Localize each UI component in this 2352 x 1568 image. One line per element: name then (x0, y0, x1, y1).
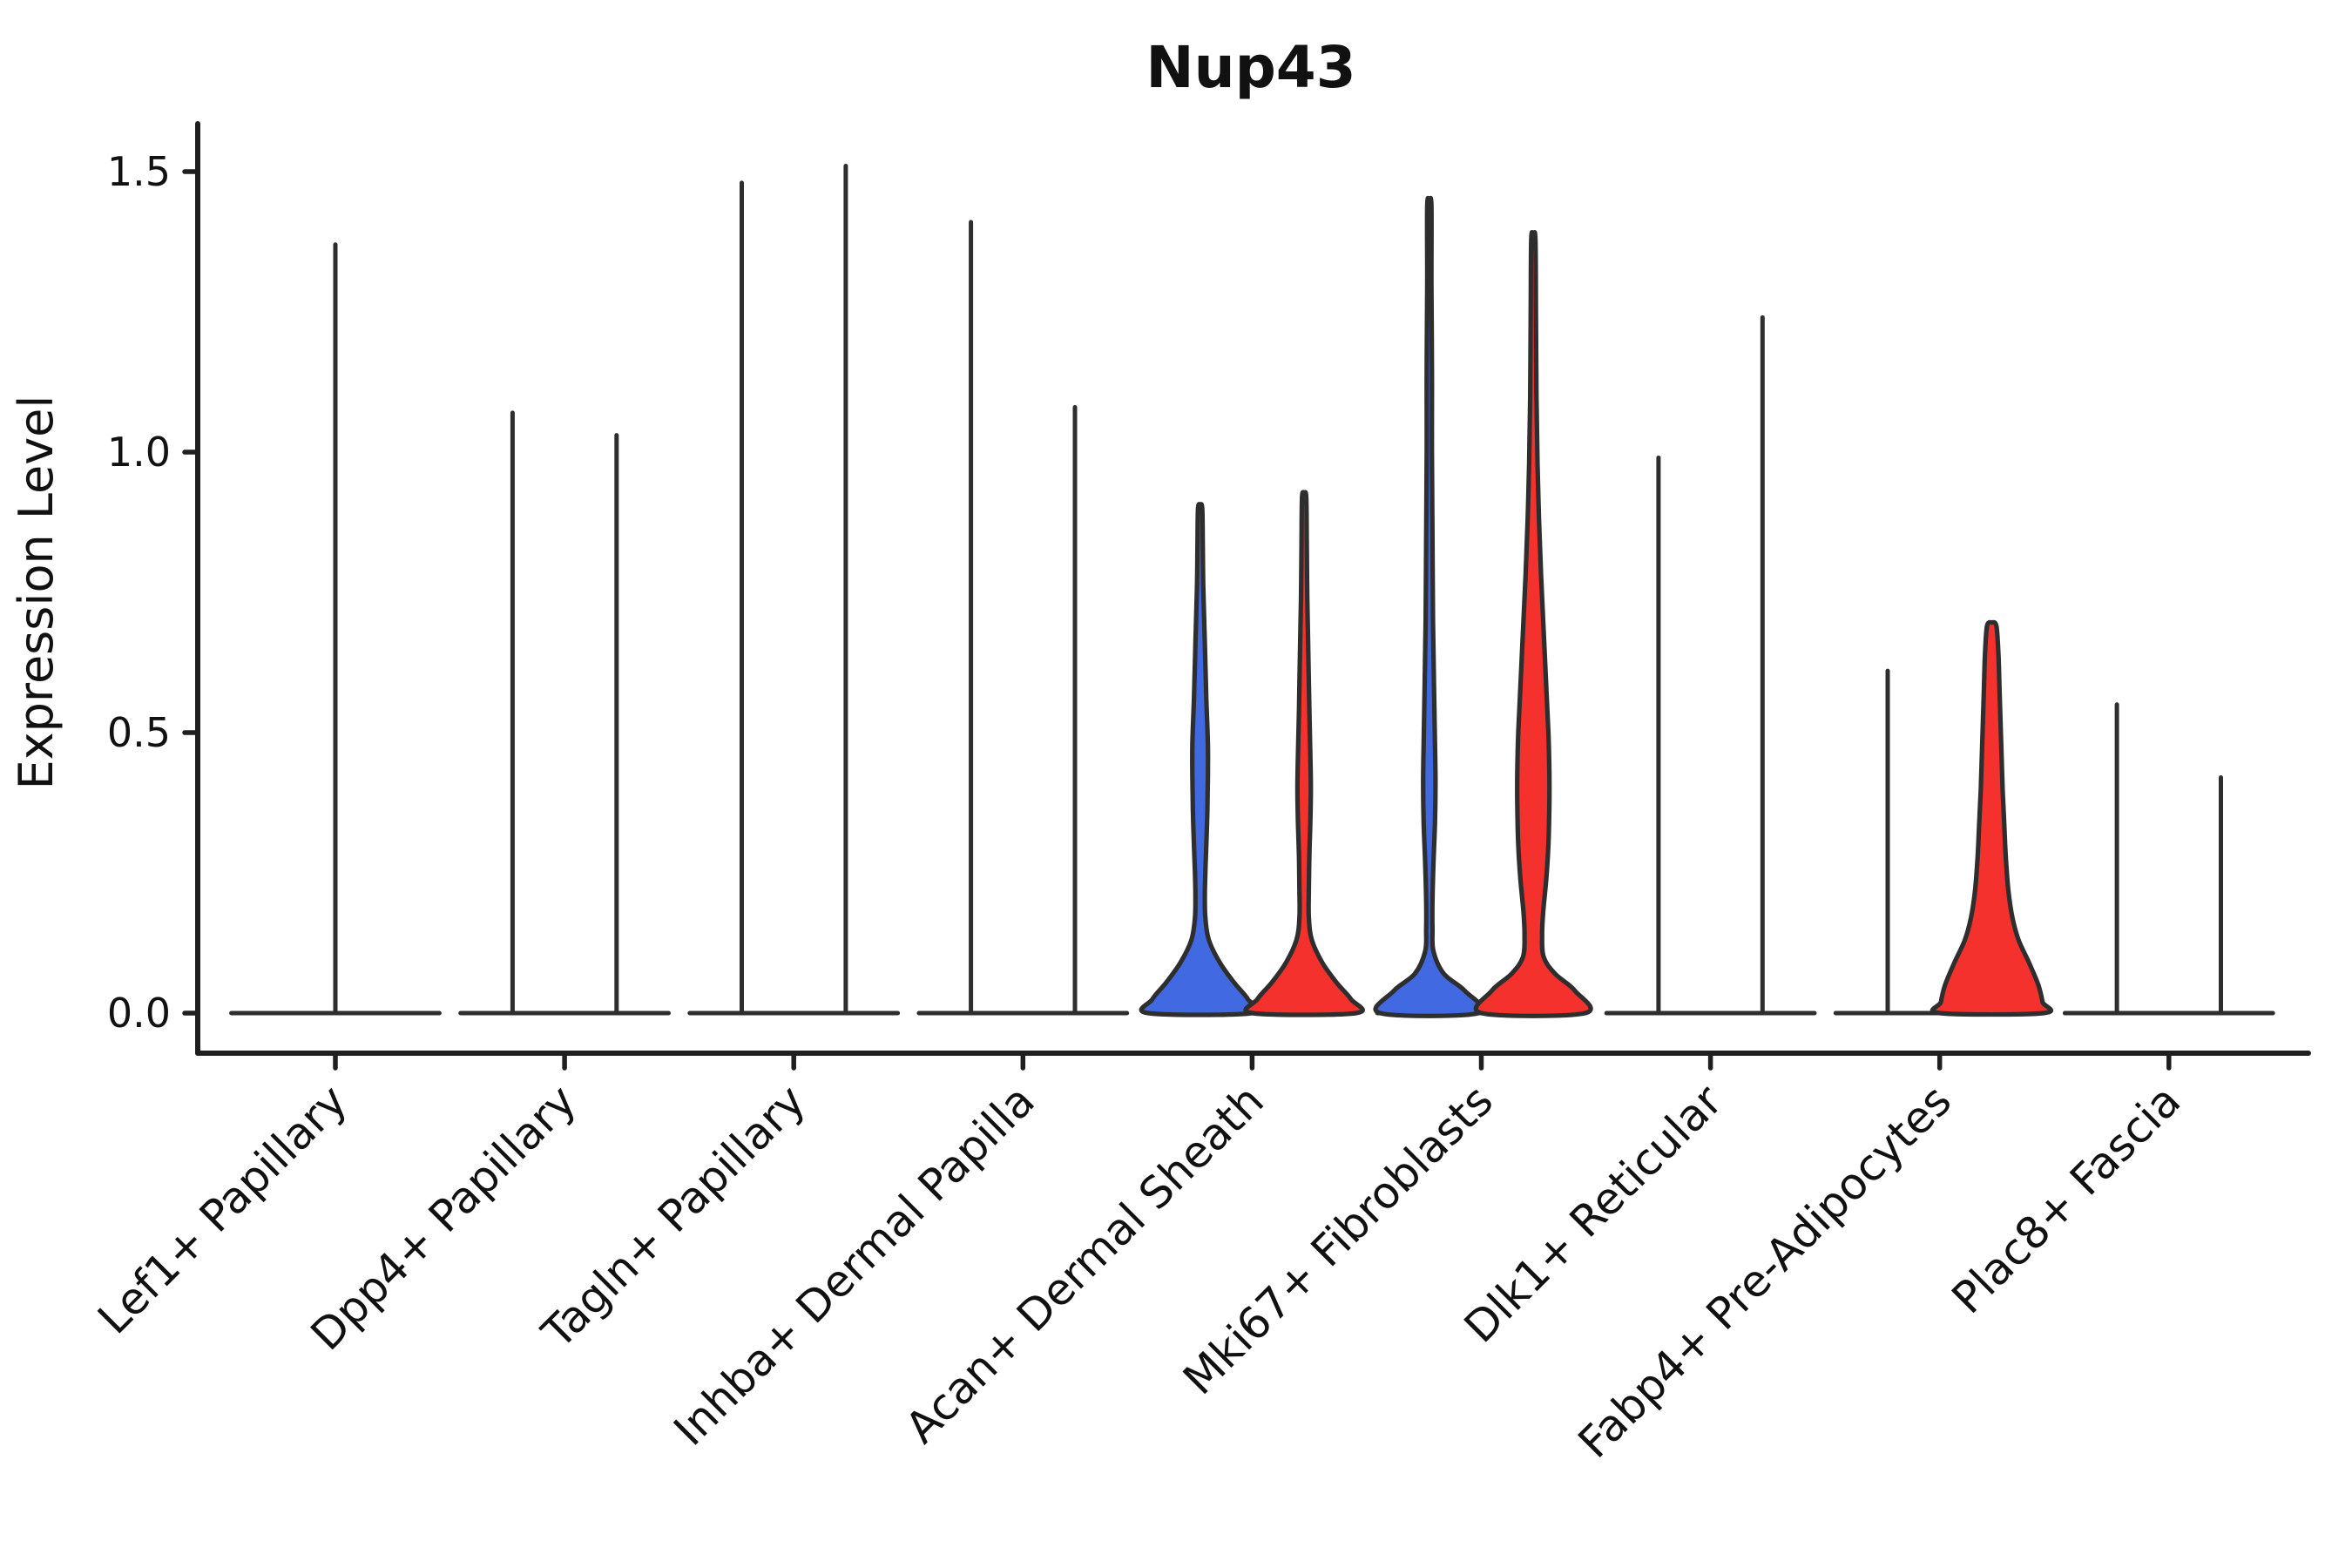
x-tick-label-1: Lef1+ Papillary (88, 1075, 356, 1343)
violin-body-blue (1139, 502, 1261, 1017)
y-tick-label: 0.0 (107, 990, 171, 1037)
plot-title: Nup43 (1146, 34, 1355, 101)
y-tick-label: 1.5 (107, 148, 171, 195)
violin-body-red (1473, 230, 1593, 1018)
violin-body-blue (1373, 195, 1486, 1018)
x-tick-label-9: Plac8+ Fascia (1943, 1075, 2191, 1323)
y-axis-label: Expression Level (9, 395, 64, 790)
y-tick-label: 0.5 (107, 709, 171, 756)
x-tick-label-8: Fabp4+ Pre-Adipocytes (1569, 1075, 1962, 1468)
violin-body-red (1930, 619, 2053, 1017)
violin-body-red (1243, 490, 1365, 1017)
y-tick-label: 1.0 (107, 429, 171, 476)
